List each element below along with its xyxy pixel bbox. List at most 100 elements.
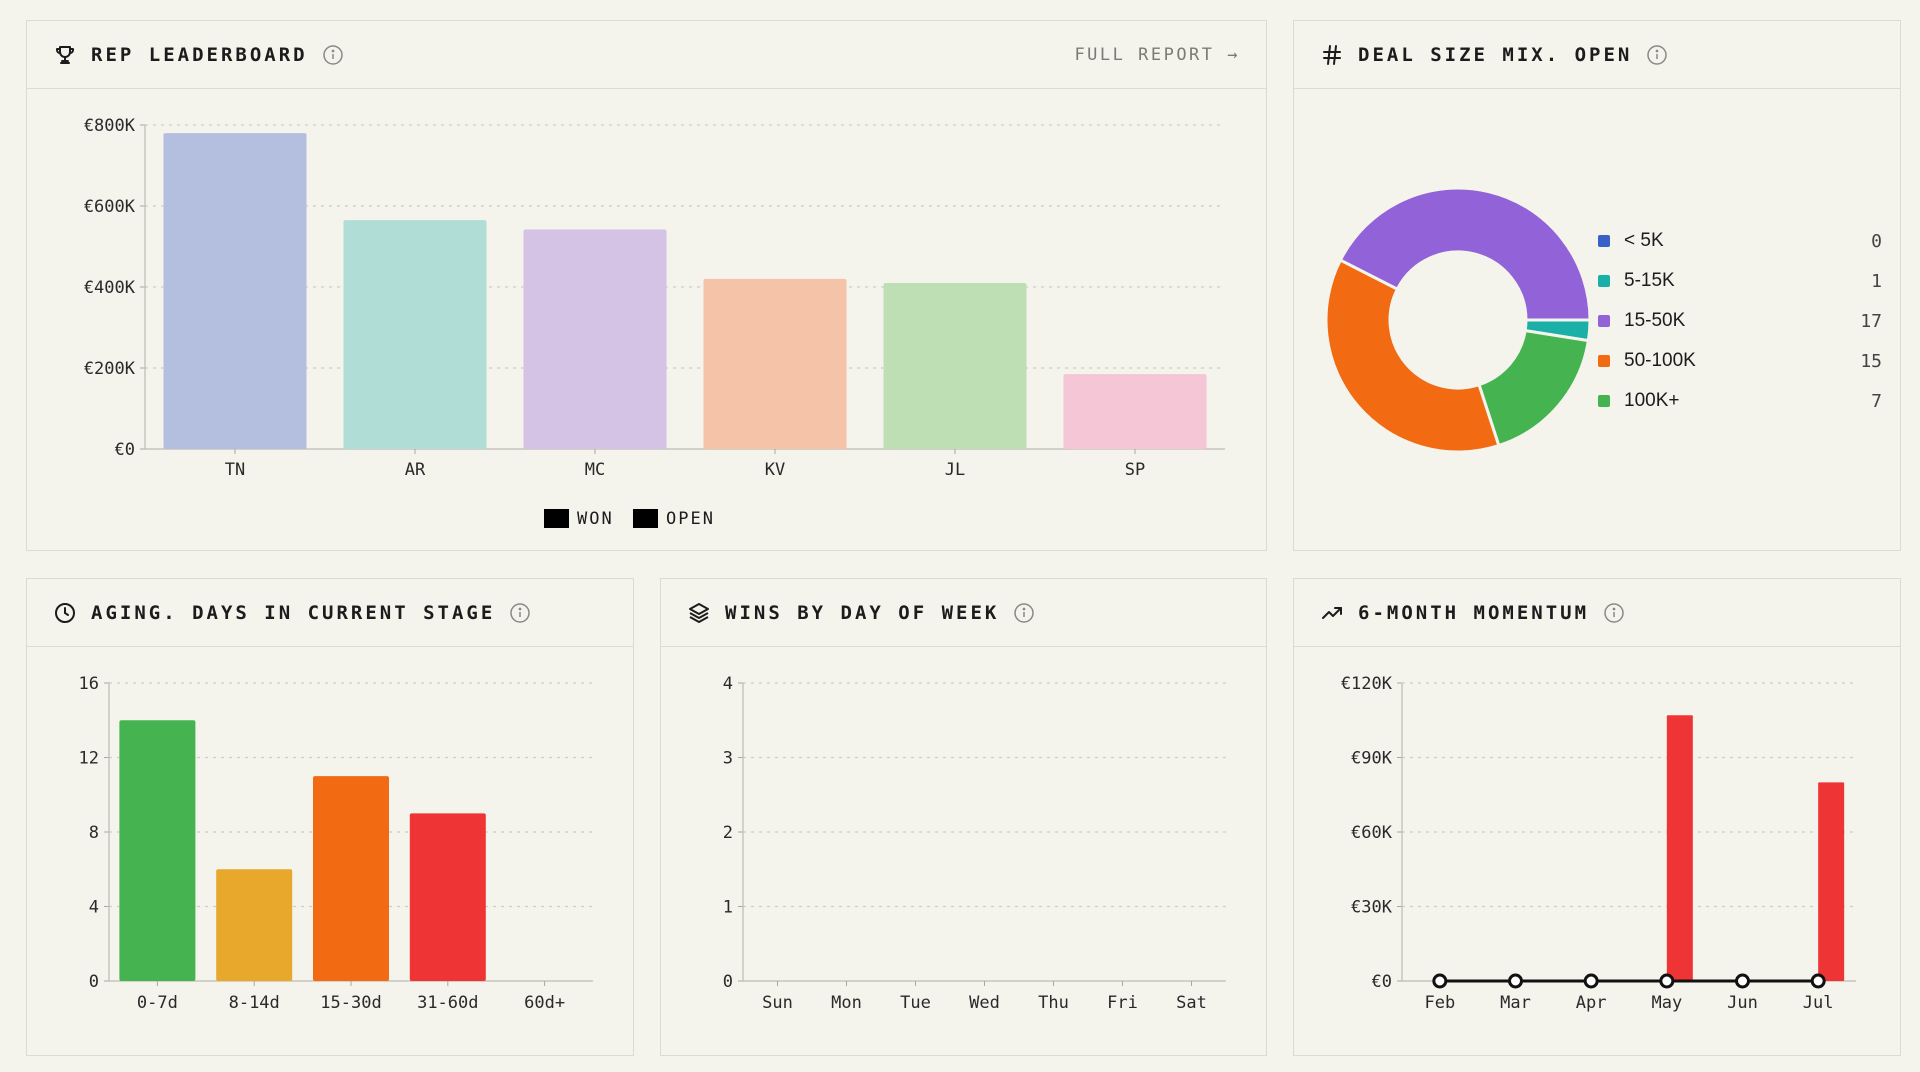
legend-label: 15-50K — [1624, 310, 1686, 331]
y-tick-label: €120K — [1341, 674, 1393, 694]
card-title: REP LEADERBOARD — [91, 43, 308, 66]
y-tick-label: €600K — [84, 197, 136, 217]
x-tick-label: Jun — [1727, 993, 1758, 1013]
deal-size-mix-card: DEAL SIZE MIX. OPEN < 5K 0 5-15K 1 15-50K 17 5… — [1293, 20, 1901, 551]
bar-jul — [1818, 782, 1845, 981]
y-tick-label: 4 — [89, 898, 99, 918]
y-tick-label: €30K — [1351, 898, 1393, 918]
legend-count: 17 — [1860, 310, 1882, 332]
bar-0-7d — [119, 720, 196, 981]
y-tick-label: 1 — [723, 898, 733, 918]
x-tick-label: May — [1651, 993, 1682, 1013]
legend-label: 5-15K — [1624, 270, 1675, 291]
legend-swatch — [1598, 355, 1610, 367]
bar-may — [1666, 715, 1693, 981]
hash-icon — [1320, 43, 1344, 67]
wins-by-day-chart: 0 1 2 3 4 Sun Mon Tue Wed Thu Fri Sat — [723, 674, 1226, 1013]
info-icon[interactable] — [1013, 602, 1035, 624]
slice-100k — [1477, 328, 1591, 448]
info-icon[interactable] — [322, 44, 344, 66]
y-tick-label: €60K — [1351, 823, 1393, 843]
legend-swatch — [1598, 275, 1610, 287]
x-tick-label: Tue — [900, 993, 931, 1013]
bar-8-14d — [216, 869, 293, 981]
y-tick-label: 0 — [89, 972, 99, 992]
card-header: DEAL SIZE MIX. OPEN — [1294, 21, 1900, 89]
card-title: DEAL SIZE MIX. OPEN — [1358, 43, 1633, 66]
x-tick-label: Mar — [1500, 993, 1531, 1013]
bar-jl — [883, 282, 1027, 449]
info-icon[interactable] — [1646, 44, 1668, 66]
full-report-link[interactable]: FULL REPORT → — [1074, 44, 1240, 65]
legend-label: < 5K — [1624, 230, 1664, 251]
y-tick-label: 0 — [723, 972, 733, 992]
x-tick-label: Sat — [1176, 993, 1207, 1013]
line-point — [1735, 973, 1750, 989]
card-header: AGING. DAYS IN CURRENT STAGE — [27, 579, 633, 647]
slice-50-100k — [1324, 258, 1501, 454]
legend-swatch — [1598, 315, 1610, 327]
y-tick-label: 8 — [89, 823, 99, 843]
x-tick-label: Mon — [831, 993, 862, 1013]
line-point — [1508, 973, 1523, 989]
legend-item: 15-50K 17 — [1598, 309, 1882, 333]
x-tick-label: JL — [945, 460, 965, 480]
x-tick-label: Apr — [1576, 993, 1607, 1013]
y-tick-label: €0 — [1372, 972, 1392, 992]
y-tick-label: 16 — [79, 674, 99, 694]
x-tick-label: 60d+ — [524, 993, 565, 1013]
bar-tn — [163, 133, 307, 449]
aging-card: AGING. DAYS IN CURRENT STAGE 0 4 8 12 16 0-7d… — [26, 578, 634, 1056]
card-header: WINS BY DAY OF WEEK — [661, 579, 1266, 647]
legend-label: 100K+ — [1624, 390, 1680, 411]
y-tick-label: 2 — [723, 823, 733, 843]
y-tick-label: €400K — [84, 278, 136, 298]
bar-mc — [523, 229, 667, 449]
momentum-chart: €0 €30K €60K €90K €120K Feb Mar Apr May Jun Jul — [1341, 674, 1856, 1013]
wins-by-day-card: WINS BY DAY OF WEEK 0 1 2 3 4 Sun Mon Tue Wed Thu… — [660, 578, 1267, 1056]
x-tick-label: 15-30d — [320, 993, 381, 1013]
y-tick-label: 3 — [723, 749, 733, 769]
y-tick-label: €0 — [115, 440, 135, 460]
legend-count: 7 — [1871, 390, 1882, 412]
x-tick-label: Jul — [1803, 993, 1834, 1013]
info-icon[interactable] — [509, 602, 531, 624]
x-tick-label: 0-7d — [137, 993, 178, 1013]
legend-count: 0 — [1871, 230, 1882, 252]
info-icon[interactable] — [1603, 602, 1625, 624]
legend-label: OPEN — [666, 509, 715, 529]
x-tick-label: SP — [1125, 460, 1145, 480]
y-tick-label: €90K — [1351, 749, 1393, 769]
legend-item: 5-15K 1 — [1598, 269, 1882, 293]
slice-15-50k — [1338, 186, 1592, 322]
card-title: 6-MONTH MOMENTUM — [1358, 601, 1590, 624]
clock-icon — [53, 601, 77, 625]
x-tick-label: Fri — [1107, 993, 1138, 1013]
x-tick-label: MC — [585, 460, 605, 480]
x-tick-label: Thu — [1038, 993, 1069, 1013]
line-point — [1659, 973, 1675, 989]
legend-swatch — [1598, 235, 1610, 247]
legend-count: 1 — [1871, 270, 1882, 292]
deal-size-donut-chart — [1324, 186, 1592, 454]
bar-31-60d — [409, 813, 486, 981]
x-tick-label: AR — [405, 460, 426, 480]
x-tick-label: KV — [765, 460, 785, 480]
y-tick-label: €800K — [84, 116, 136, 136]
legend-swatch — [544, 509, 569, 528]
legend-item: 50-100K 15 — [1598, 349, 1882, 373]
legend-label: 50-100K — [1624, 350, 1696, 371]
legend-label: WON — [577, 509, 614, 529]
line-point — [1432, 973, 1448, 989]
y-tick-label: €200K — [84, 359, 136, 379]
bar-ar — [343, 220, 487, 449]
x-tick-label: 31-60d — [417, 993, 478, 1013]
card-title: WINS BY DAY OF WEEK — [725, 601, 1000, 624]
bar-kv — [703, 278, 847, 449]
x-tick-label: Feb — [1424, 993, 1455, 1013]
legend-item: 100K+ 7 — [1598, 389, 1882, 413]
layers-icon — [687, 601, 711, 625]
y-tick-label: 4 — [723, 674, 733, 694]
x-tick-label: 8-14d — [229, 993, 280, 1013]
aging-chart: 0 4 8 12 16 0-7d 8-14d 15-30d 31-60d 60d+ — [79, 674, 593, 1013]
